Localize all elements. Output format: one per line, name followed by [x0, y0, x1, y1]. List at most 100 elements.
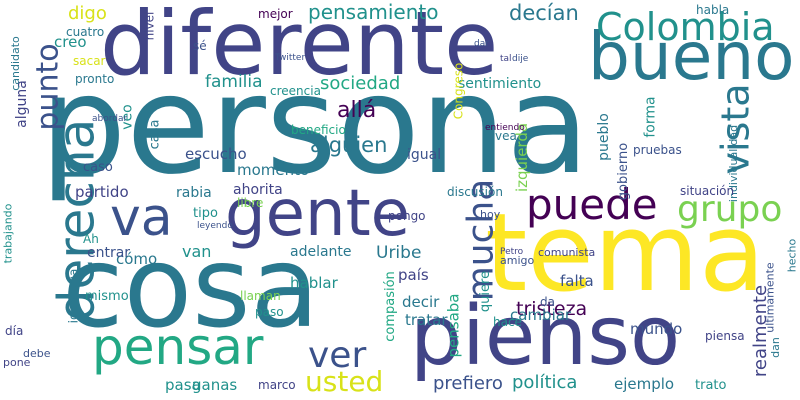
word: cambiar: [510, 306, 572, 324]
word: discusión: [447, 185, 503, 199]
word: Twitter: [275, 53, 306, 63]
word: sociedad: [320, 73, 401, 94]
word: vea: [495, 129, 517, 143]
word: entrar: [87, 245, 131, 261]
word: decían: [509, 1, 579, 25]
word: rabia: [176, 185, 212, 201]
word: ejemplo: [614, 375, 675, 393]
word: compasión: [382, 271, 398, 342]
word: Petro: [500, 247, 524, 257]
word: entiendo: [485, 123, 525, 133]
word: nivel: [142, 11, 157, 41]
word: pruebas: [633, 143, 682, 157]
word: cuatro: [66, 25, 105, 39]
word: va: [110, 188, 173, 248]
word: familia: [205, 72, 263, 92]
word: prefiero: [433, 373, 503, 394]
word: partido: [75, 183, 129, 201]
word: decir: [402, 293, 440, 311]
word: amigo: [500, 254, 535, 267]
word: punto: [30, 43, 66, 131]
word: falta: [560, 272, 594, 290]
word: igual: [407, 147, 442, 163]
word: política: [512, 372, 578, 393]
word: dar: [474, 39, 489, 49]
word: caso: [83, 160, 113, 175]
word: dije: [512, 54, 529, 64]
word: pensar: [92, 318, 264, 376]
word: abordar: [92, 114, 128, 124]
word: Congreso: [451, 62, 466, 120]
word: gobierno: [616, 142, 632, 201]
word: cosa: [62, 223, 320, 353]
word: ver: [308, 335, 367, 376]
word: diferente: [100, 0, 499, 95]
word: ultimamente: [763, 262, 777, 333]
word: casa: [147, 119, 163, 150]
word: van: [182, 242, 212, 261]
word: creo: [54, 33, 87, 51]
word: beneficio: [291, 123, 346, 137]
word: hoy: [480, 208, 501, 221]
word: Ah: [83, 232, 99, 246]
word: grupo: [677, 189, 783, 230]
word: sé: [193, 39, 207, 53]
word: da: [540, 295, 555, 309]
word: digo: [68, 3, 107, 24]
word: comunista: [538, 246, 596, 259]
word: pongo: [388, 209, 426, 223]
word: debe: [23, 347, 51, 360]
word: Uribe: [376, 243, 422, 263]
word: quiere: [478, 270, 494, 313]
word: tipo: [193, 206, 218, 221]
word: mejor: [258, 7, 293, 21]
word: creencia: [270, 84, 321, 98]
word: mismo: [85, 289, 129, 304]
word: paso: [255, 305, 284, 319]
word: sacar: [73, 54, 106, 68]
word: leyendo: [197, 221, 233, 231]
word: pensamiento: [308, 0, 439, 24]
word: pone: [3, 356, 31, 369]
word: escucho: [185, 145, 247, 163]
word: pienso: [410, 289, 681, 384]
word: adelante: [290, 244, 352, 260]
word: mundo: [630, 320, 683, 338]
word: libre: [237, 196, 264, 210]
word: pensaba: [444, 293, 463, 358]
word: tema: [485, 191, 766, 316]
word: alguien: [310, 133, 388, 157]
word: situación: [680, 184, 735, 198]
word: bueno: [588, 18, 795, 95]
word: persona: [40, 47, 590, 205]
word: trato: [695, 378, 727, 393]
word: tal: [500, 54, 512, 64]
word: izquierda: [513, 122, 532, 193]
word: momento: [237, 161, 310, 179]
word: pronto: [75, 72, 115, 86]
word: puede: [526, 180, 658, 229]
word: hace: [493, 315, 522, 329]
word: ideología: [66, 268, 81, 324]
word: pasa: [165, 376, 201, 394]
word: hablar: [290, 274, 338, 292]
word: tristeza: [516, 298, 588, 320]
word: sentimiento: [458, 76, 542, 92]
word: país: [398, 266, 429, 284]
word: cómo: [116, 250, 158, 268]
word: gente: [225, 177, 411, 251]
word: usted: [305, 365, 384, 398]
word: marco: [258, 378, 296, 392]
word: Colombia: [596, 5, 775, 49]
word: llaman: [240, 289, 281, 303]
word: allá: [337, 98, 377, 123]
word: dan: [768, 337, 782, 358]
word: habla: [696, 3, 730, 17]
word: hecho: [785, 238, 799, 273]
word: candidato: [8, 36, 22, 91]
word: piensa: [705, 329, 745, 343]
word: tratar: [405, 311, 448, 329]
word: día: [5, 324, 24, 338]
word: pueblo: [595, 113, 612, 161]
